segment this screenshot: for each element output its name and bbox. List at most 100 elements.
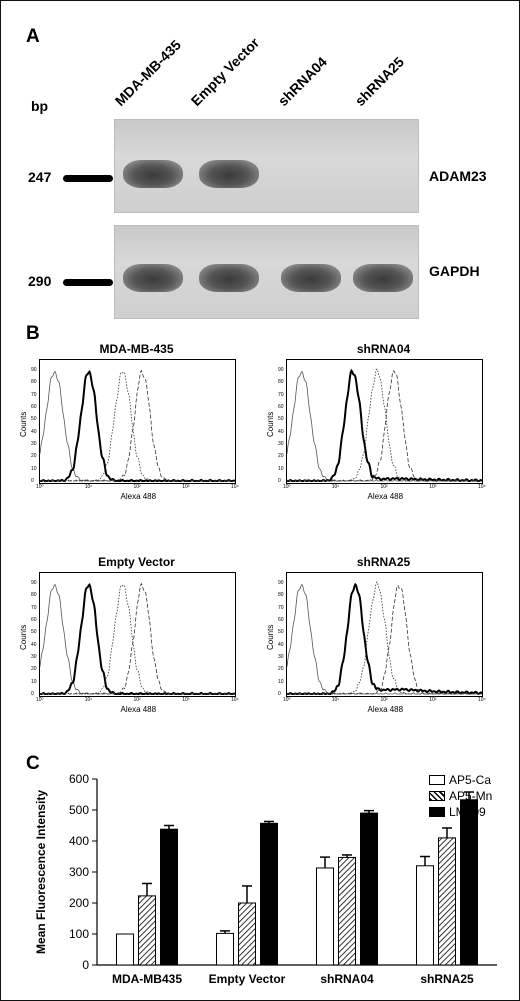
- histogram-y-tick: 80: [31, 379, 37, 386]
- gel-band: [123, 264, 183, 292]
- histogram-title: shRNA25: [356, 555, 411, 569]
- legend-swatch: [429, 791, 445, 801]
- histogram-y-tick: 80: [278, 379, 284, 386]
- gel-adam23: [114, 119, 419, 213]
- bar-ap5-ca: [316, 867, 334, 966]
- histogram-y-tick: 50: [31, 629, 37, 636]
- y-axis-label: Mean Fluorescence Intensity: [34, 790, 48, 954]
- x-tick-label: MDA-MB435: [112, 972, 182, 986]
- bar-ap5-mn: [438, 837, 456, 966]
- histogram-y-tick: 0: [278, 478, 281, 484]
- legend-swatch: [429, 775, 445, 785]
- histogram-y-tick: 80: [31, 592, 37, 599]
- gel-band: [199, 264, 259, 292]
- gene-label-adam23: ADAM23: [429, 168, 487, 184]
- lane-label: MDA-MB-435: [111, 36, 185, 109]
- histogram-y-label: Counts: [266, 624, 275, 650]
- marker-label-290: 290: [28, 273, 52, 289]
- histogram-y-tick: 90: [31, 580, 37, 586]
- histogram-x-tick: 10⁴: [478, 484, 486, 490]
- bar-ap5-ca: [216, 932, 234, 966]
- histogram-curve: [287, 583, 482, 695]
- histogram-curve: [287, 584, 482, 695]
- x-tick-label: Empty Vector: [209, 972, 286, 986]
- marker-line: [63, 175, 113, 182]
- histogram-y-tick: 30: [278, 654, 284, 660]
- histogram-x-tick: 10⁰: [283, 697, 291, 703]
- histogram-x-tick: 10³: [182, 484, 190, 490]
- histogram-x-label: Alexa 488: [120, 492, 157, 501]
- gel-band: [353, 264, 413, 292]
- histogram-x-tick: 10⁴: [231, 697, 239, 703]
- histogram-plot: [39, 572, 236, 697]
- histogram-x-tick: 10²: [380, 484, 388, 490]
- histogram-title: MDA-MB-435: [99, 342, 174, 356]
- histogram-x-tick: 10³: [429, 697, 437, 703]
- gel-band: [123, 160, 183, 188]
- legend-swatch: [429, 807, 445, 817]
- histogram-y-tick: 20: [278, 453, 284, 460]
- y-tick-label: 300: [69, 865, 89, 879]
- histogram-y-tick: 90: [31, 367, 37, 373]
- histogram-plot: [286, 572, 483, 697]
- legend-label: LM609: [449, 805, 486, 819]
- histogram-y-tick: 0: [31, 478, 34, 484]
- histogram-curve: [287, 582, 482, 695]
- histogram-y-tick: 50: [278, 629, 284, 636]
- legend-label: AP5-Mn: [449, 789, 493, 803]
- x-tick-label: shRNA04: [320, 972, 374, 986]
- histogram-y-tick: 40: [278, 641, 284, 648]
- histogram-y-tick: 70: [278, 604, 284, 611]
- lane-label: shRNA25: [351, 53, 408, 109]
- marker-line: [63, 279, 113, 286]
- histogram-y-label: Counts: [19, 624, 28, 650]
- y-tick-label: 0: [82, 958, 89, 972]
- histogram-x-tick: 10¹: [84, 484, 92, 490]
- histogram-y-tick: 0: [31, 691, 34, 697]
- histogram-y-tick: 50: [31, 416, 37, 423]
- histogram-y-tick: 10: [278, 465, 284, 472]
- gel-band: [281, 264, 341, 292]
- histogram-y-tick: 40: [278, 428, 284, 435]
- bar-ap5-mn: [338, 856, 356, 966]
- panel-a-letter: A: [26, 26, 40, 47]
- histogram-y-tick: 90: [278, 580, 284, 586]
- histogram-y-label: Counts: [19, 411, 28, 437]
- histogram-x-tick: 10⁴: [231, 484, 239, 490]
- legend-label: AP5-Ca: [449, 773, 492, 787]
- lane-label: shRNA04: [274, 53, 331, 109]
- bar-lm609: [160, 828, 178, 966]
- histogram-y-tick: 0: [278, 691, 281, 697]
- histogram-y-tick: 40: [31, 641, 37, 648]
- bar-lm609: [460, 799, 478, 966]
- bp-label: bp: [31, 98, 49, 114]
- histogram-x-tick: 10²: [133, 484, 141, 490]
- panel-b-letter: B: [26, 323, 40, 344]
- y-tick-label: 400: [69, 834, 89, 848]
- histogram-curve: [287, 368, 482, 483]
- bar-lm609: [360, 812, 378, 966]
- histogram-y-tick: 70: [278, 391, 284, 398]
- histogram-x-tick: 10²: [133, 697, 141, 703]
- histogram-x-tick: 10⁰: [36, 697, 44, 703]
- y-tick-label: 100: [69, 927, 89, 941]
- histogram-y-tick: 50: [278, 416, 284, 423]
- histogram-curve: [40, 583, 235, 695]
- histogram-y-tick: 60: [31, 404, 37, 410]
- bar-ap5-mn: [138, 895, 156, 966]
- histogram-y-tick: 70: [31, 391, 37, 398]
- histogram-curve: [40, 583, 235, 696]
- lane-label: Empty Vector: [187, 34, 263, 109]
- legend-item: AP5-Mn: [429, 789, 492, 803]
- marker-label-247: 247: [28, 169, 52, 185]
- histogram-y-tick: 60: [278, 617, 284, 623]
- histogram-x-label: Alexa 488: [367, 492, 404, 501]
- y-tick-label: 600: [69, 772, 89, 786]
- histogram-curve: [40, 371, 235, 482]
- histogram-curve: [287, 370, 482, 482]
- histogram-y-tick: 10: [278, 678, 284, 685]
- y-tick-label: 200: [69, 896, 89, 910]
- histogram-x-label: Alexa 488: [367, 705, 404, 714]
- histogram-x-tick: 10¹: [331, 697, 339, 703]
